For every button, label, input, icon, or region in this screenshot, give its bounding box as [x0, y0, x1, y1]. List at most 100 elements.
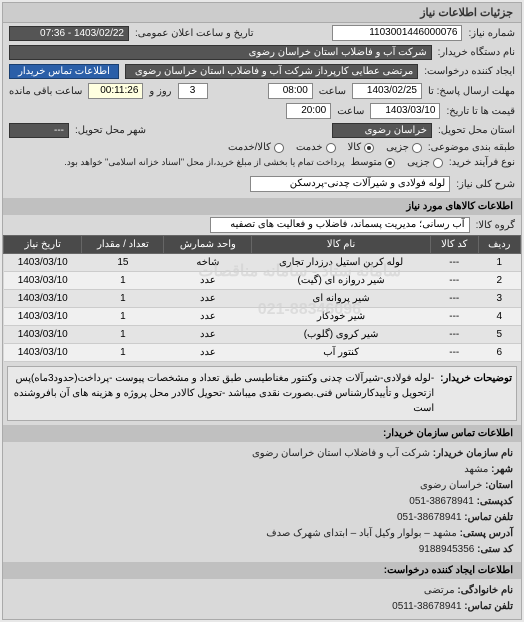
- city-label: شهر محل تحویل:: [75, 125, 146, 136]
- table-cell: شیر پروانه ای: [252, 290, 431, 308]
- org-addr-label: آدرس پستی:: [460, 528, 513, 539]
- goods-section-title: اطلاعات کالاهای مورد نیاز: [3, 198, 521, 215]
- table-cell: 3: [478, 290, 520, 308]
- req-number-label: شماره نیاز:: [468, 28, 515, 39]
- desc-text: -لوله فولادی-شیرآلات چدنی وکنتور مغناطیس…: [12, 371, 434, 416]
- radio-khedmat-label: خدمت: [296, 142, 323, 153]
- table-cell: ---: [430, 290, 478, 308]
- radio-jozi2-label: جزیی: [407, 157, 430, 168]
- table-cell: 1403/03/10: [4, 344, 82, 362]
- table-header: تاریخ نیاز: [4, 236, 82, 254]
- radio-khedmat[interactable]: [326, 143, 336, 153]
- table-cell: 1403/03/10: [4, 308, 82, 326]
- radio-kala-khedmat[interactable]: [274, 143, 284, 153]
- table-cell: 1: [478, 254, 520, 272]
- org-addr: مشهد – بولوار وکیل آباد – ابتدای شهرک صد…: [266, 528, 457, 539]
- table-row: 1---لوله کربن استیل درزدار تجاریشاخه1514…: [4, 254, 521, 272]
- panel-header: جزئیات اطلاعات نیاز: [3, 3, 521, 23]
- table-row: 2---شیر دروازه ای (گیت)عدد11403/03/10: [4, 272, 521, 290]
- time-label-2: ساعت: [337, 106, 364, 117]
- creator-section-title: اطلاعات ایجاد کننده درخواست:: [3, 562, 521, 579]
- contact-section-title: اطلاعات تماس سازمان خریدار:: [3, 425, 521, 442]
- org-id-label: کد ستی:: [477, 544, 513, 555]
- table-cell: 1: [82, 344, 164, 362]
- announce-label: تاریخ و ساعت اعلان عمومی:: [135, 28, 254, 39]
- table-cell: شیر کروی (گلوب): [252, 326, 431, 344]
- table-row: 4---شیر خودکارعدد11403/03/10: [4, 308, 521, 326]
- radio-jozi-label: جزیی: [386, 142, 409, 153]
- creator-tel: 38678941-0511: [392, 601, 461, 612]
- creator-name-label: نام خانوادگی:: [457, 585, 513, 596]
- table-cell: 15: [82, 254, 164, 272]
- class-radio-group: جزیی کالا خدمت کالا/خدمت: [228, 142, 422, 153]
- remain-time-label: ساعت باقی مانده: [9, 86, 82, 97]
- table-row: 6---کنتور آبعدد11403/03/10: [4, 344, 521, 362]
- goods-table: ردیفکد کالانام کالاواحد شمارشتعداد / مقد…: [3, 235, 521, 362]
- table-row: 3---شیر پروانه ایعدد11403/03/10: [4, 290, 521, 308]
- radio-jozi2[interactable]: [433, 158, 443, 168]
- org-city-label: شهر:: [491, 464, 513, 475]
- org-info-block: نام سازمان خریدار: شرکت آب و فاضلاب استا…: [3, 442, 521, 562]
- org-id: 9188945356: [419, 544, 475, 555]
- creator-info-block: نام خانوادگی: مرتضی تلفن تماس: 38678941-…: [3, 579, 521, 619]
- radio-motavaset[interactable]: [385, 158, 395, 168]
- need-title-field: لوله فولادی و شیرآلات چدنی-پردسکن: [250, 176, 450, 192]
- radio-kala-label: کالا: [348, 142, 362, 153]
- creator-name: مرتضی: [424, 585, 455, 596]
- table-cell: 1: [82, 308, 164, 326]
- class-label: طبقه بندی موضوعی:: [428, 142, 515, 153]
- table-cell: 4: [478, 308, 520, 326]
- requester-label: ایجاد کننده درخواست:: [424, 66, 515, 77]
- org-name: شرکت آب و فاضلاب استان خراسان رضوی: [252, 448, 430, 459]
- announce-field: 1403/02/22 - 07:36: [9, 26, 129, 41]
- org-post-label: کدپستی:: [477, 496, 513, 507]
- table-cell: کنتور آب: [252, 344, 431, 362]
- table-cell: ---: [430, 254, 478, 272]
- description-box: توضیحات خریدار: -لوله فولادی-شیرآلات چدن…: [7, 366, 517, 421]
- org-province: خراسان رضوی: [420, 480, 482, 491]
- req-number-field: 1103001446000076: [332, 25, 462, 41]
- creator-tel-label: تلفن تماس:: [464, 601, 513, 612]
- table-header: نام کالا: [252, 236, 431, 254]
- org-name-label: نام سازمان خریدار:: [433, 448, 513, 459]
- table-cell: 5: [478, 326, 520, 344]
- buyer-label: نام دستگاه خریدار:: [438, 47, 515, 58]
- table-header: ردیف: [478, 236, 520, 254]
- table-cell: عدد: [164, 326, 252, 344]
- org-post: 38678941-051: [409, 496, 474, 507]
- org-tel: 38678941-051: [397, 512, 462, 523]
- validity-time-field: 20:00: [286, 103, 331, 119]
- table-cell: 1: [82, 326, 164, 344]
- table-cell: 1403/03/10: [4, 254, 82, 272]
- buyer-field: شرکت آب و فاضلاب استان خراسان رضوی: [9, 45, 432, 60]
- province-field: خراسان رضوی: [332, 123, 432, 138]
- table-header: کد کالا: [430, 236, 478, 254]
- table-cell: عدد: [164, 272, 252, 290]
- table-cell: شاخه: [164, 254, 252, 272]
- remain-days-field: 3: [178, 83, 208, 99]
- radio-jozi[interactable]: [412, 143, 422, 153]
- table-cell: شیر دروازه ای (گیت): [252, 272, 431, 290]
- table-cell: عدد: [164, 344, 252, 362]
- table-cell: ---: [430, 326, 478, 344]
- process-note: پرداخت تمام یا بخشی از مبلغ خرید،از محل …: [64, 157, 344, 168]
- table-cell: ---: [430, 308, 478, 326]
- table-header: واحد شمارش: [164, 236, 252, 254]
- table-cell: 1403/03/10: [4, 290, 82, 308]
- table-cell: ---: [430, 344, 478, 362]
- table-cell: 1403/03/10: [4, 272, 82, 290]
- contact-button[interactable]: اطلاعات تماس خریدار: [9, 64, 119, 79]
- table-cell: 1: [82, 290, 164, 308]
- deadline-send-label: مهلت ارسال پاسخ: تا: [428, 86, 515, 97]
- table-cell: عدد: [164, 308, 252, 326]
- deadline-date-field: 1403/02/25: [352, 83, 422, 99]
- process-label: نوع فرآیند خرید:: [449, 157, 515, 168]
- remain-days-label: روز و: [149, 86, 171, 97]
- validity-label: قیمت ها تا تاریخ:: [446, 106, 515, 117]
- goods-group-label: گروه کالا:: [476, 220, 515, 231]
- table-cell: 1403/03/10: [4, 326, 82, 344]
- table-cell: ---: [430, 272, 478, 290]
- radio-kala-khedmat-label: کالا/خدمت: [228, 142, 271, 153]
- need-title-label: شرح کلی نیاز:: [456, 179, 515, 190]
- radio-kala[interactable]: [364, 143, 374, 153]
